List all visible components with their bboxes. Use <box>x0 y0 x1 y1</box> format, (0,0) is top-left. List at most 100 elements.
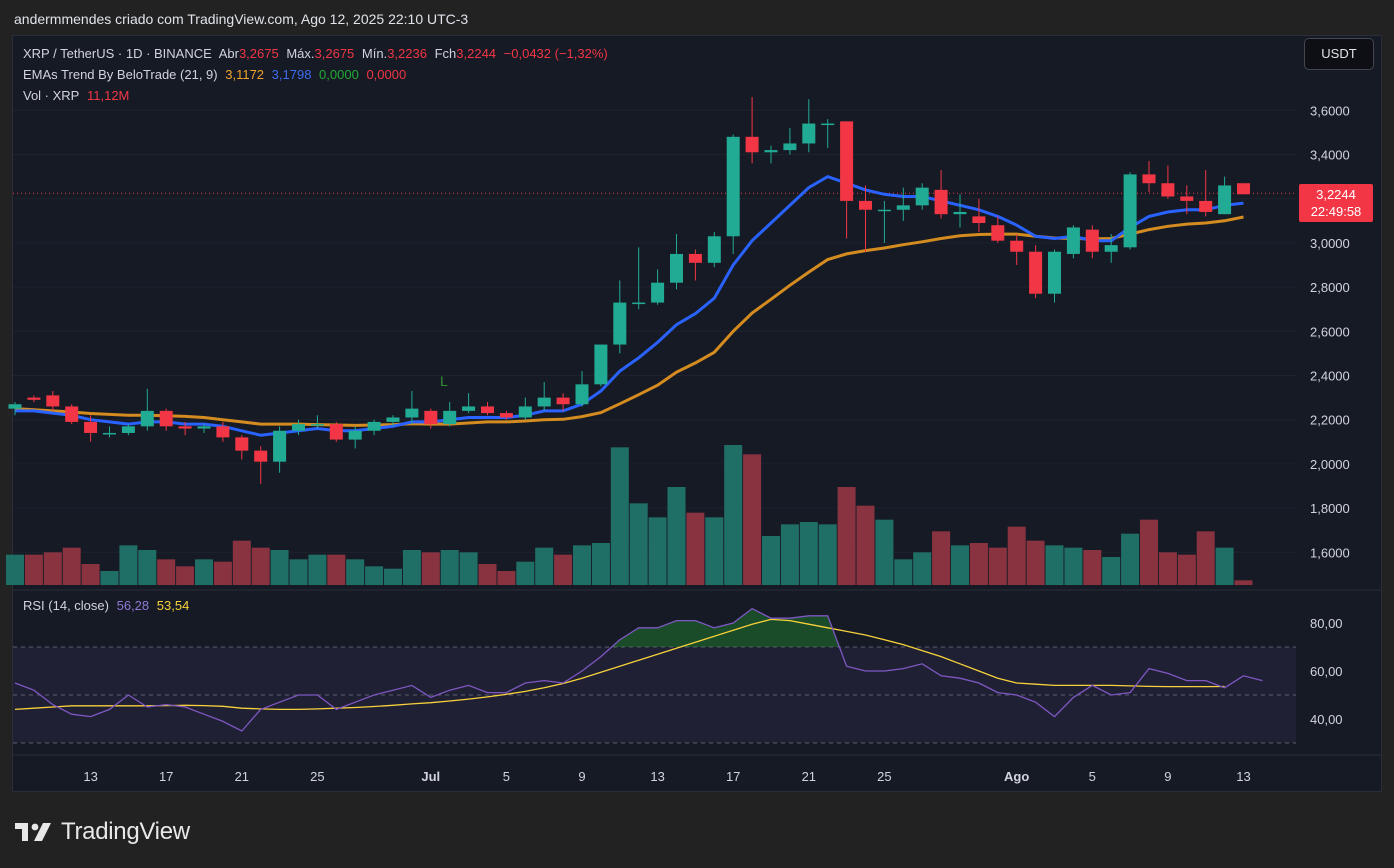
volume-bar <box>402 550 421 585</box>
candle <box>632 247 646 310</box>
candle <box>594 344 608 387</box>
candle <box>235 435 249 460</box>
volume-bar <box>648 517 667 585</box>
candle <box>745 97 759 164</box>
candle-body <box>726 136 740 237</box>
low-label: Mín. <box>361 46 388 61</box>
candle-body <box>840 121 854 201</box>
candle <box>1123 172 1137 250</box>
time-tick-label: 25 <box>877 769 891 784</box>
volume-bar <box>969 543 988 585</box>
rsi-overbought-fill <box>611 608 840 647</box>
candle-body <box>8 404 22 409</box>
currency-button[interactable]: USDT <box>1304 38 1374 70</box>
candle-body <box>405 408 419 418</box>
candle <box>1048 249 1061 303</box>
candle <box>216 421 230 442</box>
time-tick-label: 9 <box>578 769 585 784</box>
symbol-legend: XRP / TetherUS · 1D · BINANCE Abr3,2675 … <box>23 46 612 61</box>
candle-body <box>518 406 532 418</box>
volume-bar <box>573 545 591 585</box>
volume-bar <box>62 547 81 585</box>
volume-bar <box>478 564 497 585</box>
volume-bar <box>554 554 573 585</box>
candle-body <box>424 410 438 425</box>
volume-bar <box>686 512 705 585</box>
candle <box>972 198 986 232</box>
volume-bar <box>913 552 932 585</box>
tradingview-logo[interactable]: TradingView <box>15 818 190 846</box>
price-tick-label: 3,4000 <box>1310 148 1350 163</box>
candle-body <box>632 302 646 305</box>
candle-body <box>556 397 570 405</box>
candle-body <box>877 209 891 212</box>
candle <box>348 426 362 449</box>
volume-legend: Vol · XRP 11,12M <box>23 88 133 103</box>
candle-body <box>140 410 154 427</box>
candle <box>178 421 192 436</box>
volume-bar <box>289 559 308 585</box>
volume-bar <box>81 564 100 585</box>
rsi-ma-value: 53,54 <box>156 598 190 613</box>
volume-bar <box>213 561 232 585</box>
price-tick-label: 1,6000 <box>1310 545 1350 560</box>
chart-frame[interactable] <box>12 35 1382 792</box>
price-tick-label: 2,4000 <box>1310 369 1350 384</box>
candle <box>726 134 740 254</box>
candle <box>273 426 287 473</box>
candle-body <box>121 426 135 433</box>
candle-body <box>499 413 513 418</box>
time-tick-label: Ago <box>1004 769 1029 784</box>
open-label: Abr <box>218 46 239 61</box>
ema-indicator-name[interactable]: EMAs Trend By BeloTrade (21, 9) <box>23 67 218 82</box>
rsi-legend: RSI (14, close) 56,28 53,54 <box>23 598 193 613</box>
volume-indicator-name[interactable]: Vol · XRP <box>23 88 80 103</box>
candle-body <box>235 437 249 451</box>
candle-body <box>273 430 287 462</box>
candle <box>556 393 570 411</box>
candle-body <box>1085 229 1099 252</box>
candle <box>462 393 476 414</box>
candle <box>707 231 721 268</box>
volume-bar <box>1234 580 1253 585</box>
candle <box>103 426 116 438</box>
volume-bar <box>459 552 478 585</box>
ema9-value: 3,1798 <box>271 67 312 82</box>
rsi-indicator-name[interactable]: RSI (14, close) <box>23 598 109 613</box>
volume-bar <box>24 554 43 585</box>
candle-body <box>292 424 305 431</box>
close-label: Fch <box>434 46 457 61</box>
candle <box>1010 234 1024 265</box>
candle <box>1066 225 1080 259</box>
candle <box>953 194 967 228</box>
symbol-name[interactable]: XRP / TetherUS · 1D · BINANCE <box>23 46 212 61</box>
candle <box>537 382 551 411</box>
volume-bar <box>951 545 969 585</box>
candle <box>1237 183 1250 195</box>
price-tick-label: 2,0000 <box>1310 457 1350 472</box>
candle-body <box>802 123 816 144</box>
volume-bar <box>1121 533 1140 585</box>
candle <box>84 415 98 442</box>
candle-body <box>1161 183 1175 197</box>
volume-bar <box>856 505 875 585</box>
candle <box>688 249 702 281</box>
rsi-line <box>14 607 1263 732</box>
candle <box>159 408 173 431</box>
time-tick-label: 21 <box>235 769 249 784</box>
volume-bar <box>762 536 780 585</box>
candle-body <box>1029 251 1043 294</box>
candle <box>840 121 854 239</box>
candle-body <box>1066 227 1080 254</box>
candle-body <box>462 406 476 411</box>
candle <box>386 415 400 427</box>
price-tick-label: 1,8000 <box>1310 501 1350 516</box>
candle-body <box>84 421 98 433</box>
candle <box>764 145 778 164</box>
candle-body <box>688 253 702 263</box>
volume-value: 11,12M <box>86 88 130 103</box>
time-tick-label: 13 <box>650 769 664 784</box>
volume-bar <box>119 545 138 585</box>
candle-body <box>859 200 872 210</box>
